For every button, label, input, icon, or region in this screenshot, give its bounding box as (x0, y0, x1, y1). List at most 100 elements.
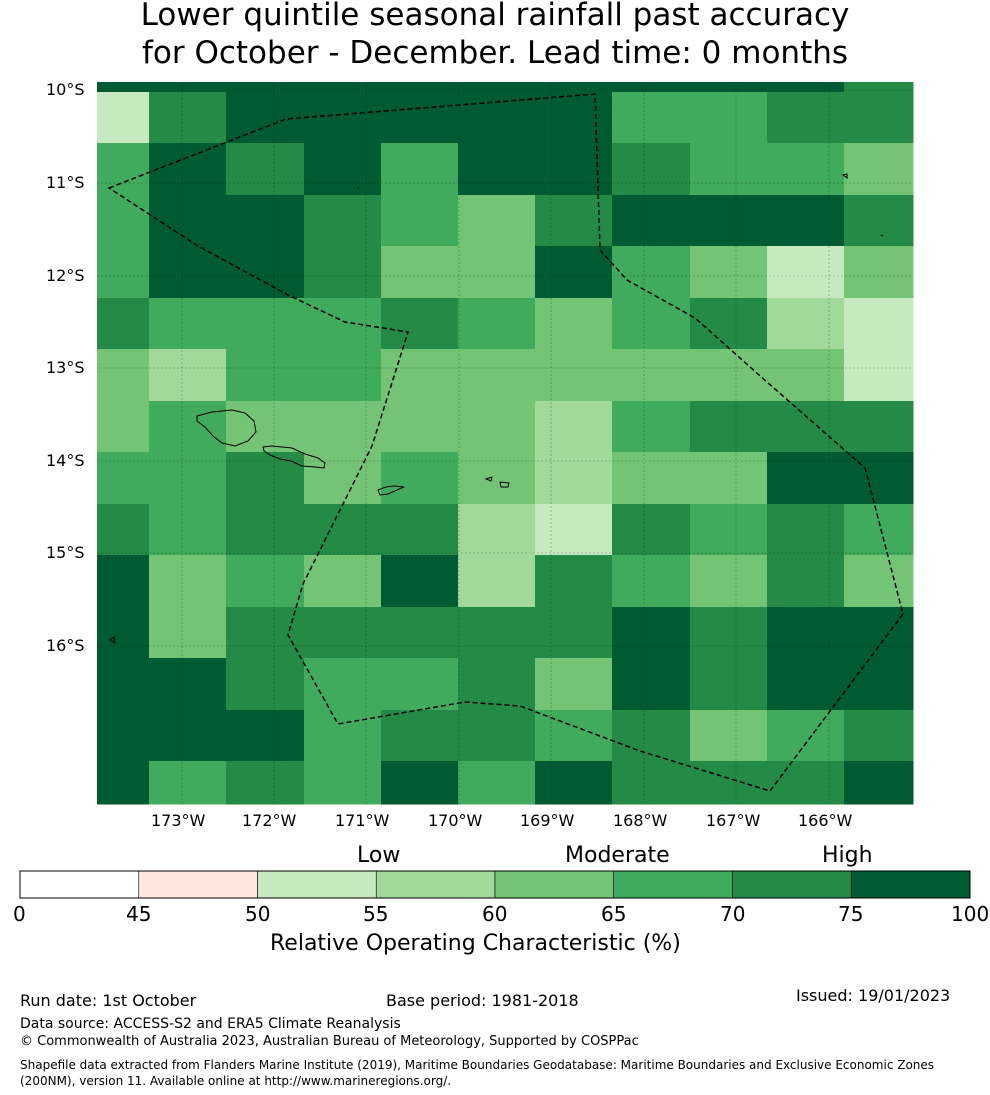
grid-cell (535, 92, 613, 144)
category-high: High (822, 843, 873, 868)
colorbar-segment (257, 870, 377, 899)
grid-cell (535, 143, 613, 196)
grid-cell (149, 298, 227, 350)
colorbar-segment (375, 870, 496, 899)
grid-cell (304, 761, 382, 805)
colorbar-tick: 70 (720, 902, 746, 926)
grid-cell (612, 246, 691, 299)
grid-cell (612, 349, 691, 402)
grid-cell (844, 452, 914, 505)
grid-cell (690, 607, 768, 659)
grid-cell (767, 195, 845, 247)
grid-cell (226, 298, 305, 350)
lon-label: 168°W (613, 811, 668, 830)
grid-cell (535, 555, 613, 608)
grid-cell (767, 555, 845, 608)
lon-label: 167°W (706, 811, 761, 830)
grid-cell (458, 710, 536, 762)
colorbar-frame (19, 870, 971, 899)
grid-cell (612, 504, 691, 556)
grid-cell (767, 761, 845, 805)
grid-cell (97, 710, 150, 762)
grid-cell (844, 82, 914, 93)
lat-label: 10°S (46, 80, 85, 99)
grid-cell (535, 298, 613, 350)
grid-cell (458, 246, 536, 299)
grid-cell (304, 349, 382, 402)
lat-label: 13°S (46, 358, 85, 377)
grid-cell (690, 143, 768, 196)
grid-cell (381, 246, 459, 299)
grid-cell (381, 92, 459, 144)
map-gridlines (97, 82, 913, 804)
grid-cell (149, 710, 227, 762)
grid-cell (226, 761, 305, 805)
grid-cell (97, 607, 150, 659)
grid-cell (97, 658, 150, 711)
manua-island-1 (484, 476, 493, 482)
grid-cell (690, 710, 768, 762)
grid-cell (767, 452, 845, 505)
colorbar (19, 870, 971, 899)
grid-cell (304, 607, 382, 659)
grid-cell (226, 143, 305, 196)
grid-cell (226, 658, 305, 711)
lat-label: 15°S (46, 543, 85, 562)
run-date: Run date: 1st October (20, 991, 197, 1010)
grid-cell (226, 246, 305, 299)
colorbar-segment (613, 870, 733, 899)
grid-cell (458, 607, 536, 659)
grid-cell (612, 452, 691, 505)
grid-cell (844, 710, 914, 762)
grid-cell (844, 143, 914, 196)
grid-cell (149, 246, 227, 299)
grid-cell (149, 504, 227, 556)
grid-cell (458, 504, 536, 556)
swains-island (841, 173, 848, 179)
grid-cell (844, 658, 914, 711)
grid-cell (767, 504, 845, 556)
grid-cell (381, 298, 459, 350)
grid-cell (458, 298, 536, 350)
grid-cell (458, 761, 536, 805)
colorbar-title: Relative Operating Characteristic (%) (270, 931, 681, 956)
grid-cell (767, 349, 845, 402)
grid-cell (149, 401, 227, 453)
grid-cell (226, 607, 305, 659)
upolu-island (262, 445, 326, 469)
grid-cell (458, 195, 536, 247)
grid-cell (97, 82, 150, 93)
colorbar-tick: 45 (126, 902, 152, 926)
grid-cell (458, 401, 536, 453)
grid-cell (381, 195, 459, 247)
grid-cell (535, 82, 613, 93)
grid-cell (535, 349, 613, 402)
grid-cell (97, 349, 150, 402)
lat-label: 12°S (46, 266, 85, 285)
grid-cell (149, 607, 227, 659)
grid-cell (844, 504, 914, 556)
grid-cell (458, 555, 536, 608)
colorbar-segment (138, 870, 258, 899)
grid-cell (690, 246, 768, 299)
grid-cell (149, 195, 227, 247)
small-island-southwest (109, 636, 116, 644)
manua-island-2 (499, 481, 510, 488)
grid-cell (612, 82, 691, 93)
grid-cell (690, 504, 768, 556)
grid-cell (767, 143, 845, 196)
grid-cell (612, 401, 691, 453)
grid-cell (226, 349, 305, 402)
grid-cell (690, 195, 768, 247)
grid-cell (304, 452, 382, 505)
grid-cell (304, 401, 382, 453)
grid-cell (612, 710, 691, 762)
grid-cell (767, 658, 845, 711)
colorbar-tick: 65 (601, 902, 627, 926)
grid-cell (612, 607, 691, 659)
grid-cell (304, 555, 382, 608)
grid-cell (381, 452, 459, 505)
grid-cell (767, 298, 845, 350)
grid-cell (690, 761, 768, 805)
grid-cell (535, 658, 613, 711)
